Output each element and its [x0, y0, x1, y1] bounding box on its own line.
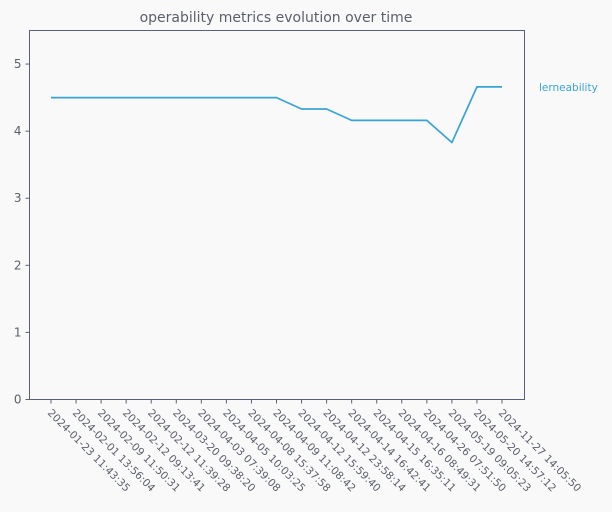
y-tick-label: 2 — [14, 258, 22, 272]
legend: lerneability — [539, 82, 598, 94]
y-tick-label: 4 — [14, 124, 22, 138]
y-tick-label: 5 — [14, 57, 22, 71]
y-tick-label: 0 — [14, 393, 22, 407]
legend-label-lerneability: lerneability — [539, 82, 598, 94]
series-line-lerneability — [51, 86, 502, 144]
chart-title: operability metrics evolution over time — [140, 10, 413, 26]
plot-area-frame — [29, 30, 525, 400]
y-tick-label: 1 — [14, 325, 22, 339]
y-tick-label: 3 — [14, 191, 22, 205]
y-axis: 0 1 2 3 4 5 — [14, 57, 30, 407]
series-lines — [51, 86, 502, 144]
